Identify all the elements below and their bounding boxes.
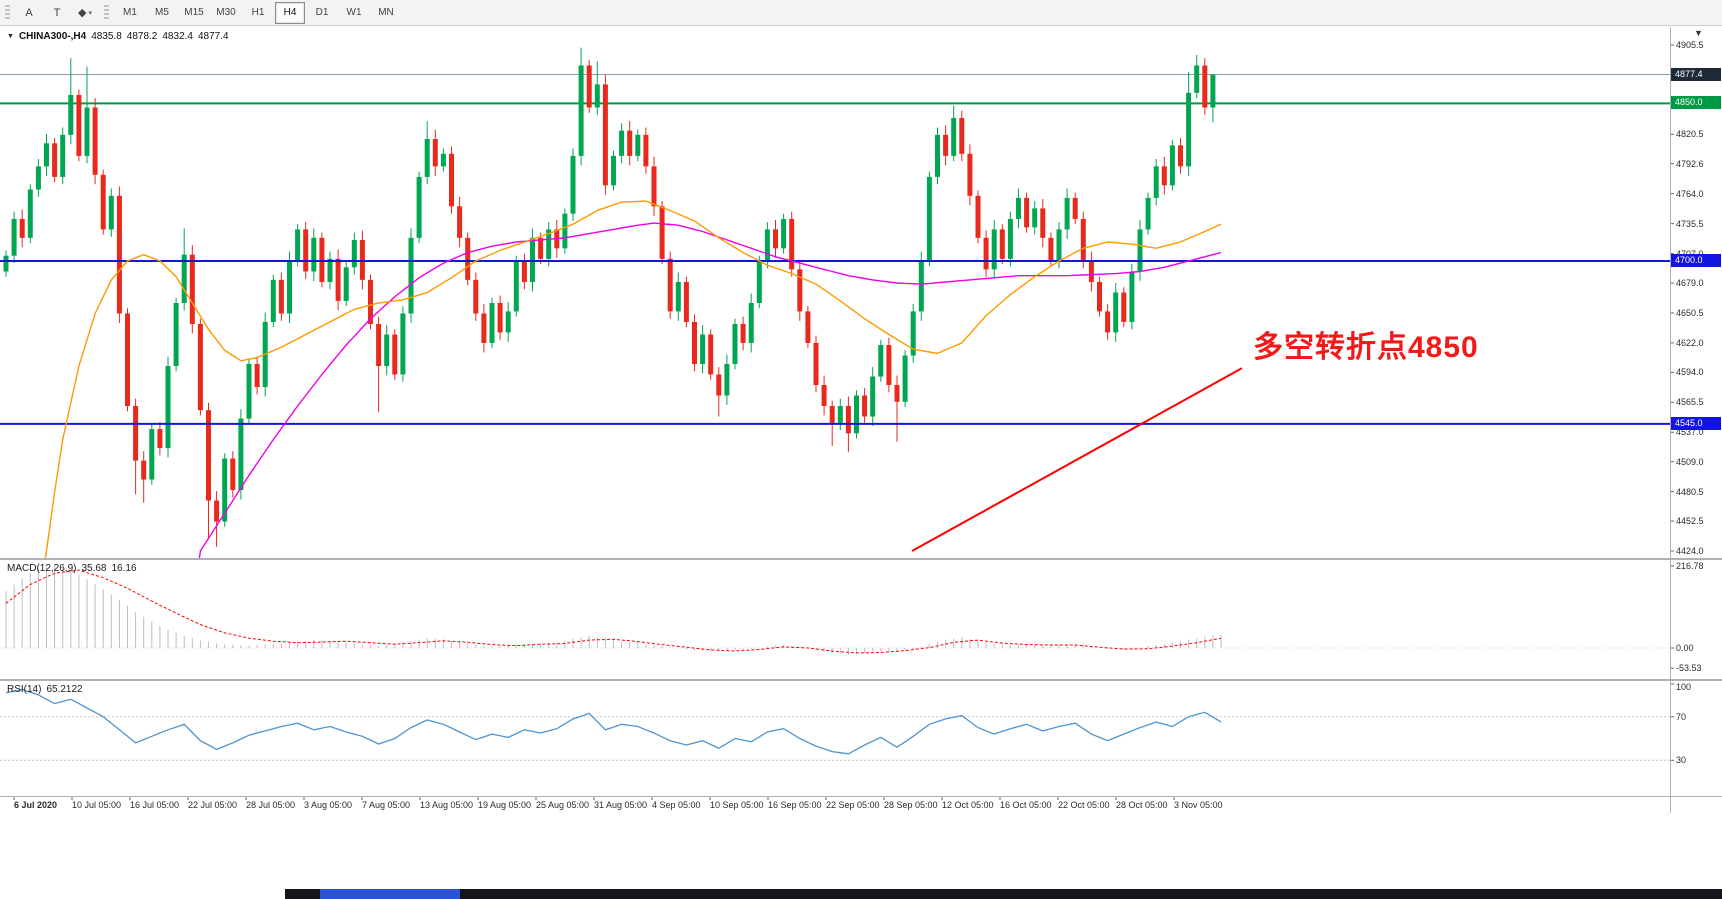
rsi-scale-label: 70 [1676,711,1687,722]
price-tick-label: 4707.0 [1676,249,1704,259]
price-tick-label: 4820.5 [1676,129,1704,140]
time-tick-label: 16 Oct 05:00 [1000,800,1052,810]
time-tick-label: 22 Oct 05:00 [1058,800,1110,810]
price-tick-label: 4905.5 [1676,40,1704,50]
ohlc-low: 4832.4 [162,31,193,42]
time-tick-label: 31 Aug 05:00 [594,800,648,810]
time-tick-label: 28 Sep 05:00 [884,800,938,810]
symbol-dropdown-icon: ▼ [7,33,14,40]
time-tick-label: 16 Jul 05:00 [130,800,180,810]
price-level-box-4545.0: 4545.0 [1671,416,1721,430]
price-tick-label: 4565.5 [1676,397,1704,408]
timeframe-button-d1[interactable]: D1 [315,7,329,18]
timeframe-button-m1[interactable]: M1 [123,7,137,18]
time-tick-label: 3 Aug 05:00 [304,800,353,810]
symbol-label: CHINA300-,H4 [18,31,87,42]
time-tick-label: 10 Jul 05:00 [72,800,122,810]
price-tick-label: 4792.6 [1676,158,1704,169]
symbol-header: ▼ CHINA300-,H4 4835.8 4878.2 4832.4 4877… [7,31,229,42]
price-tick-label: 4650.5 [1676,307,1704,318]
time-tick-label: 25 Aug 05:00 [536,800,590,810]
price-tick-label: 4735.5 [1676,218,1704,229]
time-tick-label: 7 Aug 05:00 [362,800,411,810]
timeframe-button-m30[interactable]: M30 [216,7,236,18]
toolbar-grip-2[interactable] [104,4,109,21]
main-chart-area[interactable] [0,27,1670,557]
taskbar-dark-segment[interactable] [285,889,1722,899]
macd-scale-label: -53.53 [1676,663,1702,674]
macd-main-value: 35.68 [81,563,107,574]
arrow-tool-button[interactable]: A [25,6,33,19]
timeframe-button-mn[interactable]: MN [378,7,394,18]
price-tick-label: 4594.0 [1676,367,1704,378]
macd-label: MACD(12,26,9) 35.68 16.16 [7,563,137,574]
rsi-value: 65.2122 [46,684,83,695]
timeframe-button-m5[interactable]: M5 [155,7,169,18]
panel-separator-rsi[interactable] [0,679,1722,681]
time-tick-label: 12 Oct 05:00 [942,800,994,810]
chart-annotation-text: 多空转折点4850 [1253,331,1479,364]
macd-panel-area[interactable] [0,560,1670,679]
price-tick-label: 4509.0 [1676,456,1704,467]
text-tool-button[interactable]: T [53,6,61,19]
price-scale-separator [1670,27,1671,813]
timeframe-button-m15[interactable]: M15 [184,7,204,18]
time-tick-label: 4 Sep 05:00 [652,800,701,810]
time-tick-label: 22 Sep 05:00 [826,800,880,810]
price-tick-label: 4452.5 [1676,516,1704,527]
timeframe-button-h1[interactable]: H1 [251,7,265,18]
time-tick-label: 19 Aug 05:00 [478,800,532,810]
time-tick-label: 28 Jul 05:00 [246,800,296,810]
ohlc-close: 4877.4 [197,31,229,42]
time-tick-label: 22 Jul 05:00 [188,800,238,810]
rsi-name: RSI(14) [7,684,42,695]
time-axis-separator [0,796,1722,797]
timeframe-toolbar: M1 M5 M15 M30 H1 H4 D1 W1 MN [114,1,402,24]
price-level-box-4850.0: 4850.0 [1671,96,1721,110]
drawing-toolbar: A T ◆ ▾ [15,2,99,24]
time-tick-label: 28 Oct 05:00 [1116,800,1168,810]
price-tick-label: 4424.0 [1676,546,1704,556]
rsi-scale-label: 30 [1676,755,1687,766]
rsi-scale-label: 100 [1676,682,1692,692]
ohlc-high: 4878.2 [126,31,158,42]
price-level-box-4700.0: 4700.0 [1671,253,1721,267]
price-tick-label: 4480.5 [1676,486,1704,497]
timeframe-button-w1[interactable]: W1 [346,7,362,18]
dropdown-arrow-icon: ▾ [88,9,92,17]
ohlc-open: 4835.8 [91,31,122,42]
chart-shift-marker-icon[interactable]: ▼ [1694,28,1703,38]
macd-name: MACD(12,26,9) [7,563,77,574]
taskbar-strip [0,889,1722,899]
time-tick-label: 16 Sep 05:00 [768,800,822,810]
price-tick-label: 4622.0 [1676,337,1704,348]
rsi-label: RSI(14) 65.2122 [7,684,83,695]
toolbar-grip[interactable] [5,4,10,21]
top-toolbar: A T ◆ ▾ M1 M5 M15 M30 H1 H4 D1 W1 MN [0,0,1722,26]
macd-signal-value: 16.16 [111,563,137,574]
panel-separator-macd[interactable] [0,558,1722,560]
time-tick-label: 3 Nov 05:00 [1174,800,1223,810]
price-tick-label: 4679.0 [1676,278,1704,289]
shapes-tool-button[interactable]: ◆ ▾ [78,7,92,19]
current-price-box: 4877.4 [1671,67,1721,81]
time-tick-label: 6 Jul 2020 [14,800,58,810]
taskbar-blue-segment[interactable] [320,889,460,899]
macd-scale-label: 0.00 [1676,643,1694,653]
timeframe-button-h4[interactable]: H4 [275,1,305,24]
price-tick-label: 4764.0 [1676,188,1704,199]
time-tick-label: 13 Aug 05:00 [420,800,474,810]
price-tick-label: 4537.0 [1676,427,1704,438]
rsi-panel-area[interactable] [0,682,1670,795]
macd-scale-label: 216.78 [1676,561,1704,572]
time-tick-label: 10 Sep 05:00 [710,800,764,810]
